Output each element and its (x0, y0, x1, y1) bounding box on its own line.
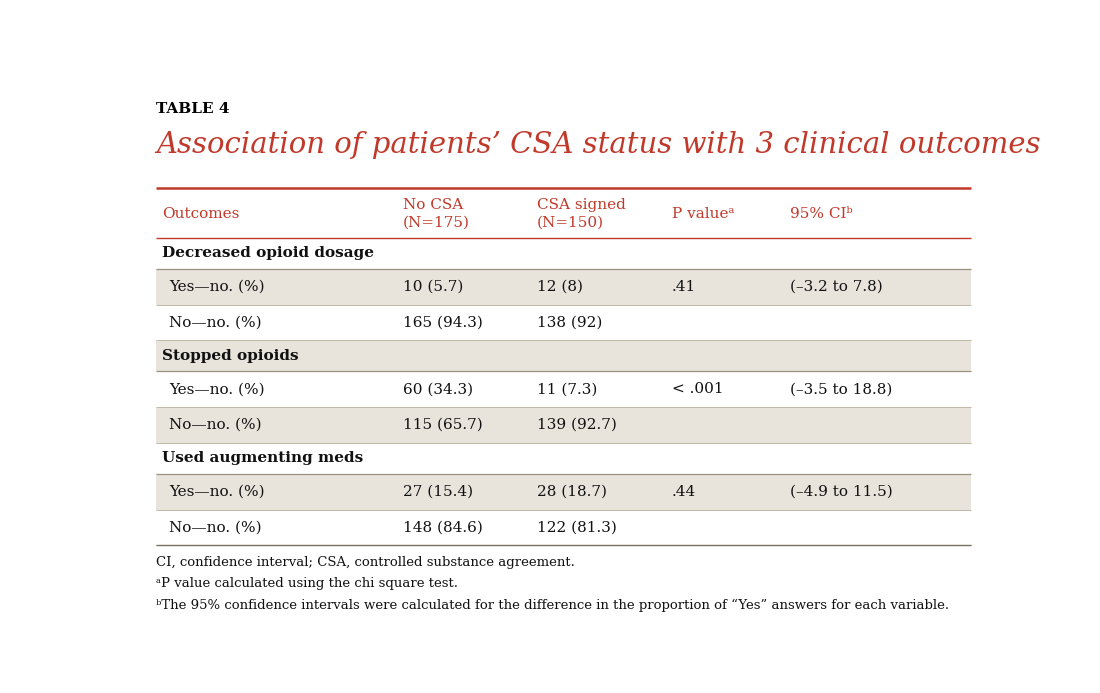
Text: No—no. (%): No—no. (%) (169, 418, 262, 432)
Text: 60 (34.3): 60 (34.3) (403, 382, 473, 396)
Text: 11 (7.3): 11 (7.3) (537, 382, 597, 396)
Text: No—no. (%): No—no. (%) (169, 315, 262, 329)
Bar (156, 407, 971, 443)
Text: Yes—no. (%): Yes—no. (%) (169, 382, 265, 396)
Bar (156, 340, 971, 371)
Text: No CSA
(N=175): No CSA (N=175) (403, 198, 470, 229)
Bar (156, 474, 971, 509)
Text: Decreased opioid dosage: Decreased opioid dosage (162, 247, 374, 261)
Text: 115 (65.7): 115 (65.7) (403, 418, 483, 432)
Text: TABLE 4: TABLE 4 (156, 102, 230, 116)
Text: 139 (92.7): 139 (92.7) (537, 418, 617, 432)
Text: P valueᵃ: P valueᵃ (672, 207, 734, 221)
Bar (156, 190, 971, 238)
Text: 165 (94.3): 165 (94.3) (403, 315, 483, 329)
Text: 28 (18.7): 28 (18.7) (537, 484, 607, 499)
Bar (156, 269, 971, 305)
Text: .41: .41 (672, 280, 696, 294)
Text: (–3.5 to 18.8): (–3.5 to 18.8) (790, 382, 892, 396)
Text: 138 (92): 138 (92) (537, 315, 603, 329)
Text: 122 (81.3): 122 (81.3) (537, 520, 617, 534)
Bar (156, 443, 971, 474)
Text: CI, confidence interval; CSA, controlled substance agreement.: CI, confidence interval; CSA, controlled… (156, 556, 575, 569)
Text: ᵇThe 95% confidence intervals were calculated for the difference in the proporti: ᵇThe 95% confidence intervals were calcu… (156, 599, 949, 612)
Text: CSA signed
(N=150): CSA signed (N=150) (537, 198, 626, 229)
Text: .44: .44 (672, 484, 696, 499)
Bar (156, 371, 971, 407)
Text: Yes—no. (%): Yes—no. (%) (169, 484, 265, 499)
Text: Used augmenting meds: Used augmenting meds (162, 451, 363, 465)
Text: (–3.2 to 7.8): (–3.2 to 7.8) (790, 280, 882, 294)
Bar (156, 509, 971, 545)
Text: 27 (15.4): 27 (15.4) (403, 484, 473, 499)
Text: 12 (8): 12 (8) (537, 280, 583, 294)
Text: 148 (84.6): 148 (84.6) (403, 520, 483, 534)
Text: Association of patients’ CSA status with 3 clinical outcomes: Association of patients’ CSA status with… (156, 131, 1041, 159)
Text: No—no. (%): No—no. (%) (169, 520, 262, 534)
Bar (156, 305, 971, 340)
Text: 95% CIᵇ: 95% CIᵇ (790, 207, 852, 221)
Bar (156, 238, 971, 269)
Text: Stopped opioids: Stopped opioids (162, 349, 299, 363)
Text: Yes—no. (%): Yes—no. (%) (169, 280, 265, 294)
Text: (–4.9 to 11.5): (–4.9 to 11.5) (790, 484, 892, 499)
Text: 10 (5.7): 10 (5.7) (403, 280, 463, 294)
Text: < .001: < .001 (672, 382, 723, 396)
Text: ᵃP value calculated using the chi square test.: ᵃP value calculated using the chi square… (156, 577, 459, 590)
Text: Outcomes: Outcomes (162, 207, 240, 221)
